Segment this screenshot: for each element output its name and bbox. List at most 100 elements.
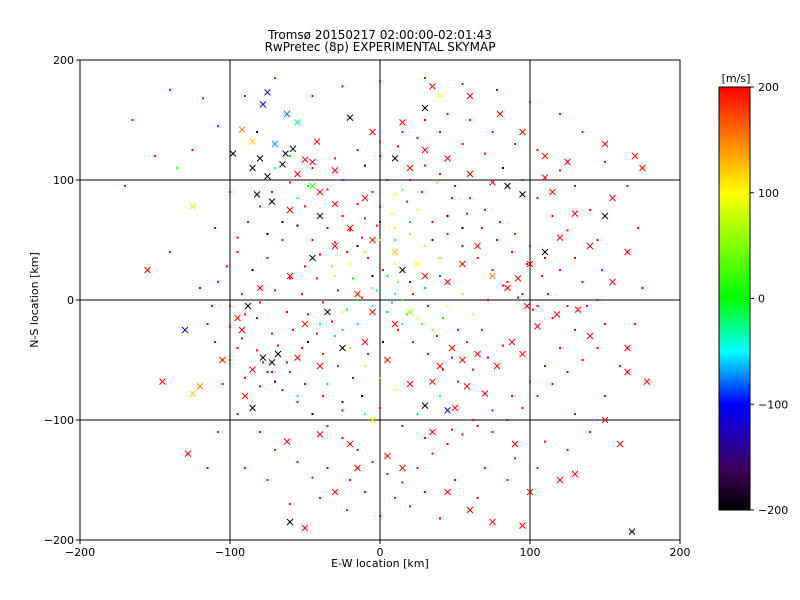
data-point-dot — [394, 193, 396, 196]
data-point-dot — [521, 293, 524, 295]
data-point-dot — [581, 131, 584, 133]
data-point-x-marker — [448, 344, 456, 352]
data-point-dot — [202, 97, 204, 100]
data-point-x-marker — [391, 248, 399, 256]
data-point-x-marker — [541, 248, 549, 256]
data-point-dot — [356, 449, 359, 451]
data-point-dot — [401, 323, 404, 325]
data-point-dot — [371, 191, 374, 193]
data-point-dot — [256, 131, 258, 133]
data-point-dot — [416, 317, 419, 319]
data-point-x-marker — [264, 173, 271, 180]
data-point-x-marker — [601, 416, 609, 424]
data-point-dot — [304, 383, 306, 385]
data-point-x-marker — [313, 138, 321, 145]
data-point-dot — [367, 353, 369, 355]
data-point-dot — [364, 413, 366, 415]
data-point-dot — [551, 215, 554, 217]
data-point-dot — [412, 341, 414, 343]
data-point-dot — [604, 161, 606, 163]
data-point-dot — [442, 368, 444, 371]
data-point-dot — [361, 236, 363, 239]
data-point-dot — [304, 205, 306, 208]
data-point-dot — [596, 347, 599, 349]
data-point-dot — [511, 395, 513, 397]
data-point-dot — [274, 380, 276, 383]
data-point-dot — [379, 80, 381, 83]
data-point-x-marker — [624, 368, 631, 376]
data-point-dot — [409, 221, 411, 223]
data-point-dot — [277, 344, 279, 347]
data-point-x-marker — [444, 488, 451, 496]
data-point-dot — [256, 317, 258, 319]
data-point-x-marker — [384, 452, 391, 460]
data-point-x-marker — [294, 170, 301, 178]
data-point-dot — [379, 221, 381, 223]
data-point-dot — [356, 245, 359, 247]
data-point-dot — [391, 212, 393, 215]
data-point-x-marker — [184, 450, 192, 457]
data-point-dot — [469, 197, 471, 199]
data-point-x-marker — [639, 164, 646, 172]
data-point-dot — [574, 257, 576, 259]
data-point-dot — [431, 239, 434, 241]
data-point-dot — [424, 77, 426, 79]
data-point-x-marker — [571, 470, 579, 478]
data-point-dot — [349, 479, 351, 481]
data-point-dot — [566, 229, 569, 232]
data-point-dot — [349, 347, 351, 349]
data-point-dot — [244, 467, 246, 469]
data-point-dot — [521, 179, 524, 181]
data-point-x-marker — [406, 380, 414, 388]
data-point-x-marker — [283, 438, 291, 445]
data-point-dot — [236, 347, 239, 349]
data-point-dot — [529, 380, 531, 383]
data-point-dot — [379, 239, 381, 241]
data-point-dot — [386, 275, 389, 277]
data-point-x-marker — [361, 338, 369, 346]
data-point-x-marker — [346, 114, 354, 121]
data-point-dot — [547, 293, 549, 295]
data-point-dot — [349, 263, 351, 265]
data-point-dot — [326, 383, 329, 385]
data-point-dot — [296, 395, 299, 397]
data-point-dot — [536, 395, 539, 397]
data-point-dot — [409, 233, 411, 235]
data-point-dot — [296, 401, 299, 403]
data-point-x-marker — [586, 242, 594, 250]
data-point-x-marker — [451, 404, 459, 412]
y-tick-label: −200 — [44, 534, 74, 547]
data-point-dot — [226, 265, 228, 268]
data-point-dot — [476, 497, 479, 499]
data-point-dot — [517, 296, 519, 299]
data-point-x-marker — [459, 260, 466, 268]
data-point-dot — [604, 395, 606, 397]
data-point-x-marker — [256, 284, 264, 292]
data-point-dot — [364, 164, 366, 167]
data-point-x-marker — [369, 236, 376, 244]
data-point-dot — [596, 239, 599, 241]
data-point-dot — [241, 337, 243, 340]
data-point-x-marker — [259, 101, 267, 108]
data-point-x-marker — [631, 152, 639, 160]
data-point-x-marker — [564, 158, 571, 166]
data-point-x-marker — [181, 326, 189, 334]
data-point-dot — [271, 191, 273, 193]
data-point-x-marker — [369, 416, 376, 424]
data-point-dot — [379, 205, 381, 208]
data-point-x-marker — [189, 203, 196, 210]
data-point-dot — [289, 155, 291, 157]
data-point-dot — [211, 305, 213, 307]
data-point-dot — [541, 275, 543, 277]
data-point-x-marker — [519, 522, 526, 529]
data-point-dot — [566, 305, 569, 307]
data-point-dot — [326, 467, 329, 469]
data-point-dot — [289, 181, 291, 184]
data-point-x-marker — [514, 275, 522, 282]
data-point-dot — [481, 329, 483, 331]
data-point-dot — [427, 353, 429, 355]
data-point-dot — [286, 361, 288, 364]
data-point-x-marker — [159, 378, 166, 385]
data-point-dot — [289, 277, 291, 280]
